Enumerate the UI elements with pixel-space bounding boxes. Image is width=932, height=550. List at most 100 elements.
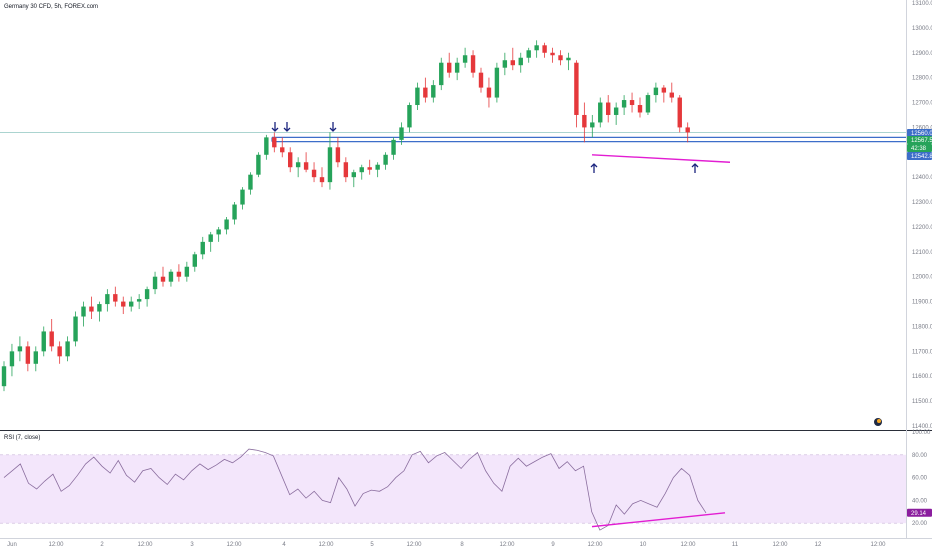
candle-body bbox=[81, 306, 86, 317]
candle-body bbox=[256, 154, 261, 175]
candle-body bbox=[391, 139, 396, 155]
price-tick-label[interactable]: 12000.0 bbox=[912, 275, 932, 281]
candle-body bbox=[65, 341, 70, 357]
candle-body bbox=[685, 127, 690, 133]
price-tick-label[interactable]: 12400.0 bbox=[912, 175, 932, 181]
time-tick-label[interactable]: 12:00 bbox=[587, 542, 603, 548]
time-tick-label[interactable]: 2 bbox=[100, 542, 104, 548]
candle-body bbox=[121, 301, 126, 307]
time-tick-label[interactable]: 12:00 bbox=[137, 542, 153, 548]
time-tick-label[interactable]: 4 bbox=[282, 542, 286, 548]
price-tag-text: 12567.5 bbox=[911, 138, 932, 144]
price-pane[interactable] bbox=[0, 0, 906, 430]
price-tick-label[interactable]: 11700.0 bbox=[912, 349, 932, 355]
price-trendline bbox=[591, 154, 731, 163]
price-axis[interactable]: 13100.0 13000.0 12900.0 12800.0 12700.0 12600… bbox=[907, 1, 932, 430]
price-tick-label[interactable]: 13100.0 bbox=[912, 1, 932, 7]
candle-body bbox=[621, 100, 627, 108]
marker-arrows bbox=[271, 122, 699, 173]
candle-body bbox=[447, 62, 452, 73]
price-tick-label[interactable]: 12600.0 bbox=[912, 125, 932, 131]
time-tick-label[interactable]: 12:00 bbox=[318, 542, 334, 548]
price-tick-label[interactable]: 12800.0 bbox=[912, 76, 932, 82]
candle-body bbox=[439, 62, 444, 86]
price-tick-label[interactable]: 12700.0 bbox=[912, 101, 932, 107]
candle-body bbox=[399, 127, 404, 140]
price-tick-label[interactable]: 12100.0 bbox=[912, 250, 932, 256]
rsi-series bbox=[3, 448, 707, 531]
rsi-tick-label[interactable]: 60.00 bbox=[912, 476, 928, 482]
candle-body bbox=[669, 92, 674, 98]
price-tag-text: 12560.0 bbox=[911, 131, 932, 137]
candle-body bbox=[558, 55, 563, 61]
rsi-tick-label[interactable]: 100.00 bbox=[912, 430, 931, 436]
time-tick-label[interactable]: 12:00 bbox=[680, 542, 696, 548]
candle-body bbox=[136, 299, 142, 302]
candle-body bbox=[288, 152, 293, 168]
price-tick-label[interactable]: 11500.0 bbox=[912, 399, 932, 405]
rsi-tick-label[interactable]: 20.00 bbox=[912, 521, 928, 527]
candle-body bbox=[129, 301, 134, 307]
price-tick-label[interactable]: 11600.0 bbox=[912, 374, 932, 380]
arrow-down-icon bbox=[283, 122, 291, 132]
candle-body bbox=[280, 147, 285, 153]
price-tick-label[interactable]: 12200.0 bbox=[912, 225, 932, 231]
time-tick-label[interactable]: 3 bbox=[190, 542, 194, 548]
candle-body bbox=[73, 316, 78, 342]
candle-body bbox=[359, 167, 364, 173]
time-tick-label[interactable]: 9 bbox=[551, 542, 555, 548]
indicator-label[interactable]: RSI (7, close) bbox=[4, 435, 40, 441]
candle-body bbox=[105, 294, 110, 305]
price-tag bbox=[907, 129, 932, 137]
symbol-title[interactable]: Germany 30 CFD, 5h, FOREX.com bbox=[4, 4, 98, 10]
rsi-tick-label[interactable]: 80.00 bbox=[912, 453, 928, 459]
candle-body bbox=[264, 137, 269, 155]
price-tick-label[interactable]: 11400.0 bbox=[912, 424, 932, 430]
time-tick-label[interactable]: Jun bbox=[7, 542, 17, 548]
rsi-axis[interactable]: 100.00 80.00 60.00 40.00 20.00 29.14 bbox=[907, 430, 932, 527]
level-lines bbox=[0, 131, 906, 143]
time-tick-label[interactable]: 12:00 bbox=[48, 542, 64, 548]
candle-body bbox=[510, 60, 515, 66]
time-tick-label[interactable]: 12:00 bbox=[406, 542, 422, 548]
time-tick-label[interactable]: 12:00 bbox=[870, 542, 886, 548]
candle-body bbox=[41, 331, 46, 352]
rsi-tick-label[interactable]: 40.00 bbox=[912, 498, 928, 504]
price-tag-text: 12542.8 bbox=[911, 154, 932, 160]
candle-body bbox=[176, 271, 182, 277]
time-tick-label[interactable]: 12:00 bbox=[499, 542, 515, 548]
candle-body bbox=[57, 346, 62, 357]
time-tick-label[interactable]: 8 bbox=[460, 542, 464, 548]
candle-body bbox=[208, 234, 213, 242]
time-axis[interactable]: Jun 12:00 2 12:00 3 12:00 4 12:00 5 12:00 8 12:00 9 1… bbox=[7, 542, 886, 548]
time-tick-label[interactable]: 12:00 bbox=[772, 542, 788, 548]
candle-body bbox=[677, 97, 682, 128]
price-tick-label[interactable]: 12900.0 bbox=[912, 51, 932, 57]
candle-body bbox=[232, 204, 237, 220]
candle-body bbox=[168, 271, 174, 282]
candle-body bbox=[33, 351, 38, 364]
time-tick-label[interactable]: 12:00 bbox=[226, 542, 242, 548]
price-tag bbox=[907, 152, 932, 160]
price-tick-label[interactable]: 11900.0 bbox=[912, 300, 932, 306]
candle-body bbox=[240, 189, 245, 205]
candle-body bbox=[303, 162, 309, 170]
price-tick-label[interactable]: 12300.0 bbox=[912, 200, 932, 206]
time-tick-label[interactable]: 10 bbox=[640, 542, 647, 548]
candle-body bbox=[470, 55, 476, 73]
candle-body bbox=[518, 57, 523, 66]
time-tick-label[interactable]: 11 bbox=[732, 542, 739, 548]
candle-body bbox=[343, 162, 349, 178]
price-tick-label[interactable]: 13000.0 bbox=[912, 26, 932, 32]
candle-body bbox=[224, 219, 229, 230]
price-tag bbox=[907, 136, 932, 144]
candle-body bbox=[613, 107, 619, 115]
candle-body bbox=[494, 67, 500, 98]
candle-body bbox=[566, 57, 571, 61]
time-tick-label[interactable]: 12 bbox=[815, 542, 822, 548]
candle-body bbox=[478, 72, 484, 88]
candle-body bbox=[1, 366, 7, 387]
price-tick-label[interactable]: 11800.0 bbox=[912, 324, 932, 330]
time-tick-label[interactable]: 5 bbox=[370, 542, 374, 548]
candle-body bbox=[351, 172, 356, 178]
